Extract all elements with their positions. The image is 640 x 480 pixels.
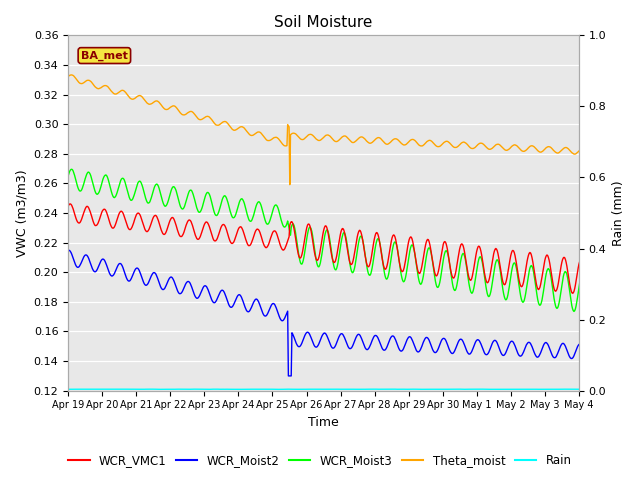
WCR_Moist2 [256, 302, 264, 308]
WCR_Moist2 [398, 348, 406, 354]
WCR_VMC1 [256, 229, 264, 235]
Rain [390, 386, 397, 392]
X-axis label: Time: Time [308, 416, 339, 429]
Legend: WCR_VMC1, WCR_Moist2, WCR_Moist3, Theta_moist, Rain: WCR_VMC1, WCR_Moist2, WCR_Moist3, Theta_… [63, 449, 577, 472]
Line: WCR_VMC1: WCR_VMC1 [68, 204, 613, 298]
WCR_Moist3 [229, 215, 237, 221]
Rain [493, 386, 500, 392]
Theta_moist [398, 141, 406, 147]
Line: WCR_Moist2: WCR_Moist2 [68, 250, 613, 376]
Rain [228, 386, 236, 392]
WCR_Moist3 [397, 272, 405, 278]
WCR_Moist2 [285, 373, 292, 379]
WCR_VMC1 [67, 201, 74, 207]
WCR_Moist2 [65, 247, 73, 253]
WCR_VMC1 [397, 268, 405, 274]
WCR_VMC1 [229, 240, 237, 246]
WCR_Moist2 [276, 316, 284, 322]
Theta_moist [256, 130, 264, 135]
Text: BA_met: BA_met [81, 50, 128, 60]
Rain [64, 386, 72, 392]
Theta_moist [229, 127, 237, 132]
WCR_VMC1 [276, 243, 284, 249]
WCR_Moist2 [609, 343, 617, 349]
Theta_moist [129, 96, 136, 102]
Rain [428, 386, 436, 392]
Theta_moist [68, 72, 76, 78]
WCR_VMC1 [428, 253, 436, 259]
WCR_Moist3 [256, 200, 264, 206]
WCR_Moist3 [64, 173, 72, 179]
Theta_moist [609, 150, 617, 156]
WCR_Moist3 [609, 290, 617, 296]
WCR_Moist3 [276, 215, 284, 221]
Rain [128, 386, 136, 392]
WCR_Moist2 [429, 347, 436, 352]
Rain [609, 386, 617, 392]
WCR_Moist2 [64, 248, 72, 253]
Y-axis label: Rain (mm): Rain (mm) [612, 180, 625, 246]
Theta_moist [429, 139, 436, 145]
Line: WCR_Moist3: WCR_Moist3 [68, 169, 613, 317]
WCR_VMC1 [129, 222, 136, 228]
WCR_Moist2 [129, 272, 136, 278]
WCR_VMC1 [64, 203, 72, 209]
Rain [397, 386, 405, 392]
Y-axis label: VWC (m3/m3): VWC (m3/m3) [15, 169, 28, 257]
Theta_moist [276, 139, 284, 144]
WCR_Moist3 [428, 254, 436, 260]
WCR_Moist2 [229, 303, 237, 309]
WCR_Moist3 [129, 196, 136, 202]
WCR_Moist3 [604, 314, 612, 320]
WCR_VMC1 [609, 265, 617, 271]
Line: Theta_moist: Theta_moist [68, 75, 613, 185]
Theta_moist [286, 182, 294, 188]
WCR_Moist3 [68, 167, 76, 172]
Rain [276, 386, 284, 392]
Title: Soil Moisture: Soil Moisture [275, 15, 372, 30]
Rain [255, 386, 263, 392]
Theta_moist [64, 73, 72, 79]
WCR_VMC1 [603, 295, 611, 301]
